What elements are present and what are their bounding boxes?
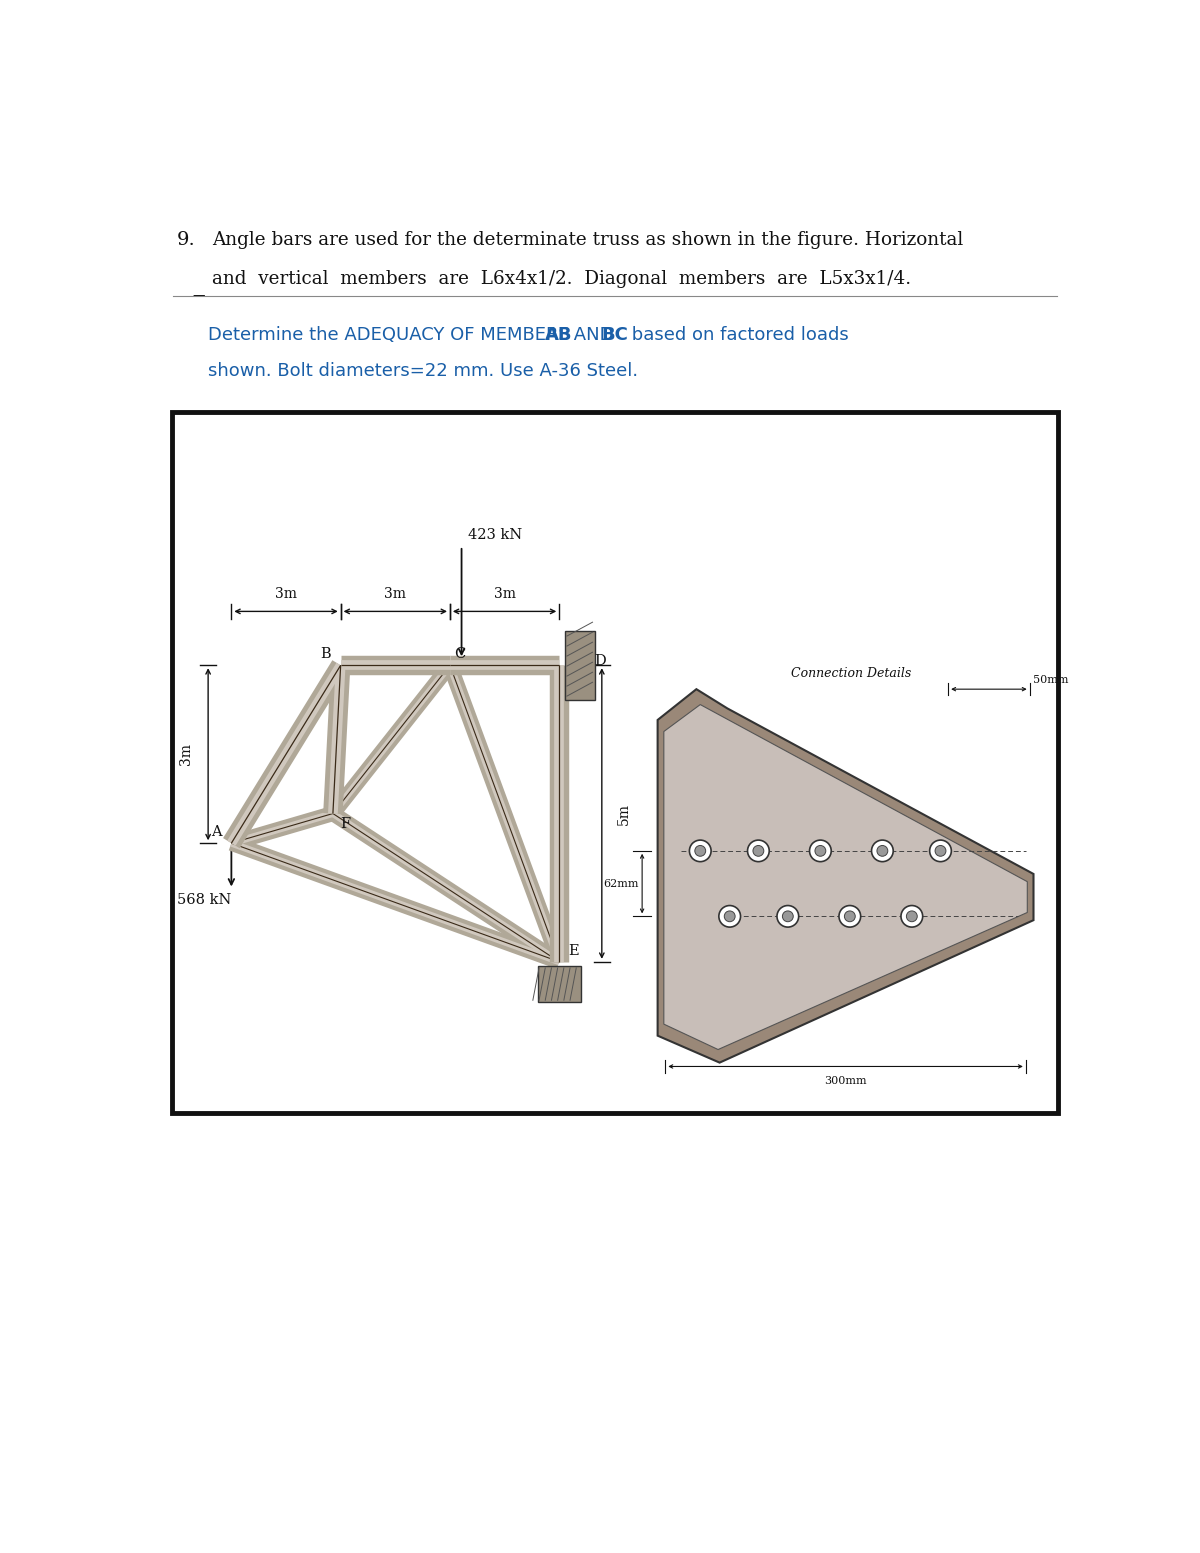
Circle shape <box>725 912 736 922</box>
Circle shape <box>871 840 893 862</box>
Text: —: — <box>193 289 205 301</box>
Circle shape <box>935 845 946 856</box>
Text: 3m: 3m <box>179 744 193 766</box>
Text: BC: BC <box>602 326 629 343</box>
Circle shape <box>906 912 917 922</box>
Text: AND: AND <box>569 326 619 343</box>
Text: 9.: 9. <box>178 231 196 248</box>
Circle shape <box>845 912 856 922</box>
Text: and  vertical  members  are  L6x4x1/2.  Diagonal  members  are  L5x3x1/4.: and vertical members are L6x4x1/2. Diago… <box>212 270 911 287</box>
Text: 3m: 3m <box>384 587 407 601</box>
Text: A: A <box>211 825 222 839</box>
Polygon shape <box>658 690 1033 1062</box>
Text: 568 kN: 568 kN <box>178 893 232 907</box>
Text: 50mm: 50mm <box>1033 676 1069 685</box>
Bar <box>172 412 1058 1112</box>
Polygon shape <box>664 705 1027 1050</box>
Circle shape <box>815 845 826 856</box>
Circle shape <box>930 840 952 862</box>
Circle shape <box>877 845 888 856</box>
Text: C: C <box>454 648 466 662</box>
Text: Angle bars are used for the determinate truss as shown in the figure. Horizontal: Angle bars are used for the determinate … <box>212 231 964 248</box>
Circle shape <box>695 845 706 856</box>
Text: Connection Details: Connection Details <box>791 666 912 680</box>
Circle shape <box>752 845 763 856</box>
Text: 300mm: 300mm <box>824 1076 866 1086</box>
Text: AB: AB <box>545 326 572 343</box>
Circle shape <box>810 840 832 862</box>
Circle shape <box>689 840 712 862</box>
Circle shape <box>719 905 740 927</box>
Text: shown. Bolt diameters=22 mm. Use A-36 Steel.: shown. Bolt diameters=22 mm. Use A-36 St… <box>208 362 638 380</box>
Circle shape <box>776 905 799 927</box>
Circle shape <box>748 840 769 862</box>
Circle shape <box>901 905 923 927</box>
Text: 3m: 3m <box>493 587 516 601</box>
Polygon shape <box>538 966 581 1002</box>
Polygon shape <box>565 631 595 700</box>
Text: based on factored loads: based on factored loads <box>626 326 848 343</box>
Text: 3m: 3m <box>275 587 298 601</box>
Text: B: B <box>320 648 331 662</box>
Text: Determine the ADEQUACY OF MEMBERS: Determine the ADEQUACY OF MEMBERS <box>208 326 576 343</box>
Text: D: D <box>594 654 606 668</box>
Circle shape <box>782 912 793 922</box>
Text: 5m: 5m <box>617 803 631 825</box>
Text: F: F <box>341 817 350 831</box>
Circle shape <box>839 905 860 927</box>
Text: 62mm: 62mm <box>602 879 638 888</box>
Text: 423 kN: 423 kN <box>468 528 522 542</box>
Text: E: E <box>569 944 580 958</box>
